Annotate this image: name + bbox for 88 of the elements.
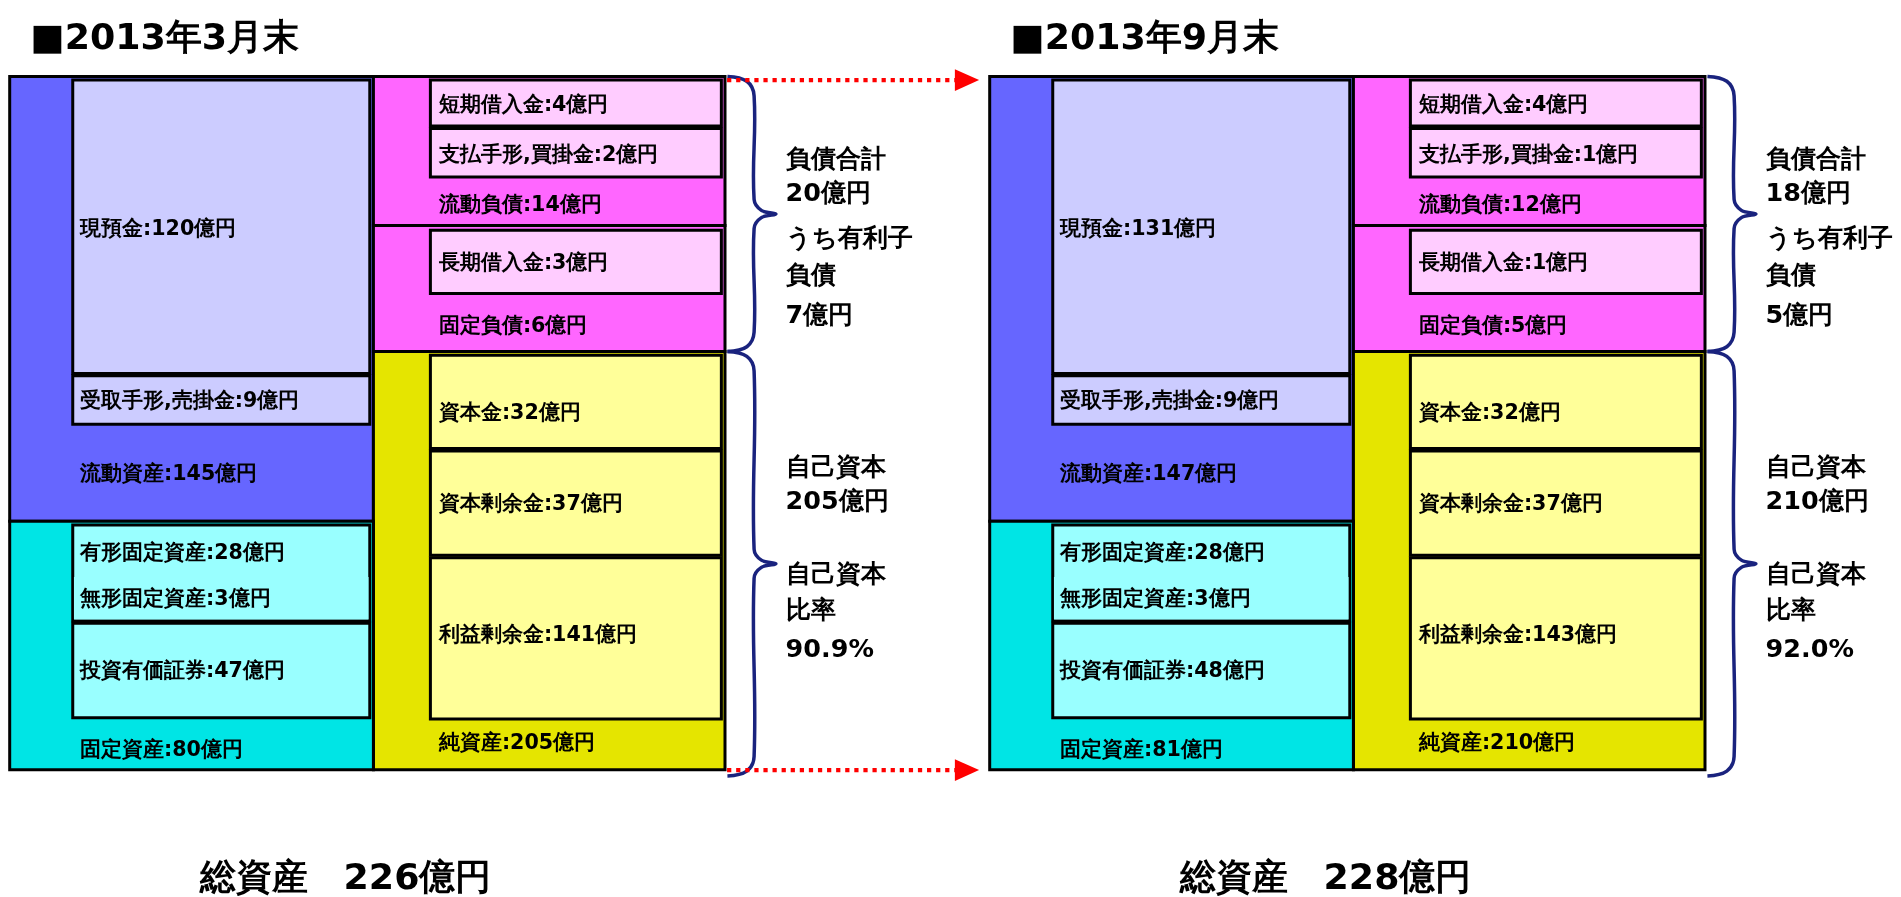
category-label: 長期借入金	[1417, 249, 1524, 274]
data-label: :48億円	[1185, 658, 1265, 683]
category-label: 支払手形,買掛金	[437, 141, 594, 166]
category-label: 現預金	[79, 215, 144, 240]
text: 比率	[1765, 594, 1816, 625]
data-label: :210億円	[1481, 729, 1575, 754]
data-label: :28億円	[1185, 539, 1265, 564]
data-label: :141億円	[543, 622, 638, 647]
data-label: :80億円	[164, 737, 243, 762]
text: 7億円	[785, 298, 854, 329]
category-label: 固定資産	[80, 737, 165, 762]
category-label: 有形固定資産	[1058, 539, 1186, 564]
text: 総資産 226億円	[198, 855, 492, 897]
text: うち有利子	[1765, 222, 1893, 253]
category-label: 固定負債	[438, 312, 523, 337]
text: うち有利子	[785, 222, 913, 253]
text: 自己資本	[785, 557, 887, 588]
data-label: :1億円	[1573, 141, 1638, 166]
data-label: :47億円	[206, 658, 285, 683]
text: 自己資本	[1765, 557, 1867, 588]
text: 比率	[785, 594, 836, 625]
category-label: 短期借入金	[1417, 92, 1524, 117]
text: 205億円	[785, 485, 889, 516]
data-label: :4億円	[543, 92, 609, 117]
text: 210億円	[1765, 485, 1869, 516]
text: 90.9%	[785, 633, 874, 664]
text: 92.0%	[1765, 633, 1854, 664]
text: 総資産 228億円	[1178, 855, 1472, 897]
data-label: :9億円	[234, 388, 300, 413]
category-label: 固定資産	[1059, 737, 1144, 762]
category-label: 固定負債	[1418, 312, 1503, 337]
category-label: 投資有価証券	[79, 658, 207, 683]
data-label: :37億円	[1523, 491, 1603, 516]
data-label: :4億円	[1523, 92, 1589, 117]
text: 負債	[785, 258, 836, 289]
data-label: :12億円	[1502, 191, 1582, 216]
category-label: 利益剰余金	[1417, 622, 1524, 647]
text: 20億円	[785, 177, 872, 208]
text: ■2013年3月末	[30, 14, 300, 58]
text: 負債合計	[785, 143, 886, 174]
category-label: 有形固定資産	[79, 539, 207, 564]
category-label: 無形固定資産	[1058, 585, 1186, 610]
data-label: :3億円	[543, 249, 609, 274]
data-label: :143億円	[1523, 622, 1617, 647]
category-label: 利益剰余金	[437, 622, 544, 647]
category-label: 流動資産	[79, 460, 165, 485]
data-label: :145億円	[164, 460, 258, 485]
data-label: :131億円	[1122, 215, 1216, 240]
category-label: 資本金	[437, 400, 502, 425]
data-label: :5億円	[1502, 312, 1568, 337]
category-label: 受取手形,売掛金	[1059, 388, 1215, 413]
category-label: 資本剰余金	[1417, 491, 1524, 516]
data-label: :28億円	[206, 539, 285, 564]
data-label: :9億円	[1214, 388, 1280, 413]
data-label: :14億円	[522, 191, 602, 216]
category-label: 支払手形,買掛金	[1417, 141, 1574, 166]
category-label: 流動負債	[437, 191, 523, 216]
category-label: 流動資産	[1058, 460, 1144, 485]
category-label: 純資産	[437, 729, 502, 754]
data-label: :1億円	[1523, 249, 1589, 274]
data-label: :3億円	[1185, 585, 1251, 610]
text: 負債合計	[1765, 143, 1866, 174]
category-label: 短期借入金	[437, 92, 544, 117]
category-label: 受取手形,売掛金	[80, 388, 235, 413]
text: 18億円	[1765, 177, 1851, 208]
data-label: :32億円	[501, 400, 581, 425]
text: 負債	[1765, 258, 1816, 289]
category-label: 流動負債	[1417, 191, 1503, 216]
category-label: 純資産	[1417, 729, 1482, 754]
data-label: :2億円	[593, 141, 659, 166]
data-label: :205億円	[501, 729, 596, 754]
category-label: 投資有価証券	[1058, 658, 1186, 683]
data-label: :32億円	[1481, 400, 1561, 425]
data-label: :6億円	[522, 312, 588, 337]
category-label: 資本金	[1417, 400, 1482, 425]
text: ■2013年9月末	[1009, 14, 1279, 58]
data-label: :3億円	[206, 585, 271, 610]
category-label: 資本剰余金	[437, 491, 544, 516]
data-label: :37億円	[543, 491, 623, 516]
text: 自己資本	[785, 451, 887, 482]
data-label: :81億円	[1143, 737, 1223, 762]
category-label: 長期借入金	[437, 249, 544, 274]
data-label: :147億円	[1143, 460, 1237, 485]
text: 自己資本	[1765, 451, 1867, 482]
data-label: :120億円	[143, 215, 237, 240]
category-label: 無形固定資産	[79, 585, 207, 610]
text: 5億円	[1765, 298, 1833, 329]
category-label: 現預金	[1058, 215, 1123, 240]
